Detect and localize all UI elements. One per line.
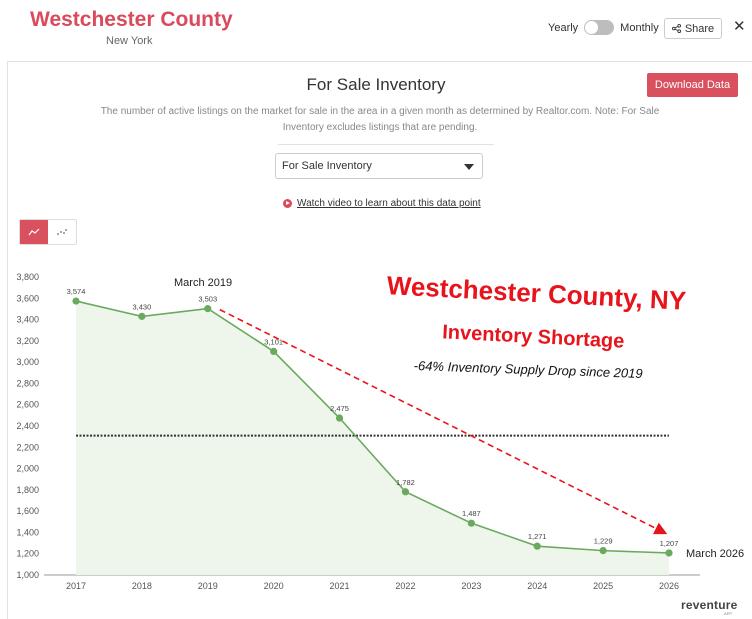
x-tick-label: 2021 [330,581,350,591]
x-tick-label: 2018 [132,581,152,591]
data-point [335,414,344,422]
state-subtitle: New York [106,35,153,47]
y-tick-label: 1,800 [16,485,39,495]
toggle-knob [585,21,599,34]
y-tick-label: 3,200 [16,336,39,346]
line-chart-icon [28,228,40,236]
line-view-button[interactable] [20,220,48,244]
data-label: 3,101 [264,337,283,346]
data-point [599,547,607,555]
y-tick-label: 2,800 [16,378,39,388]
data-label: 1,782 [396,478,415,487]
data-label: 1,229 [594,537,613,546]
scatter-view-button[interactable] [48,220,76,244]
x-tick-label: 2025 [593,581,613,591]
y-tick-label: 3,000 [16,357,39,367]
chart-view-toggle [19,219,77,245]
chart-description: The number of active listings on the mar… [100,106,660,133]
data-label: 3,574 [67,287,86,296]
video-link[interactable]: Watch video to learn about this data poi… [283,198,481,209]
x-tick-label: 2019 [198,581,218,591]
x-tick-label: 2026 [659,581,679,591]
x-tick-label: 2017 [66,581,86,591]
metric-select[interactable]: For Sale Inventory [275,153,483,179]
data-label: 1,207 [660,539,679,548]
y-tick-label: 1,600 [16,506,39,516]
reventure-logo: reventure [681,598,738,612]
y-tick-label: 1,000 [16,570,39,580]
metric-select-value: For Sale Inventory [282,160,372,172]
data-point [665,549,673,557]
data-label: 2,475 [330,404,349,413]
x-tick-label: 2022 [395,581,415,591]
y-tick-label: 1,400 [16,527,39,537]
x-tick-label: 2020 [264,581,284,591]
data-point [270,347,278,355]
data-point [138,312,146,320]
y-tick-label: 3,800 [16,272,39,282]
data-point [72,297,80,305]
share-button[interactable]: Share [664,18,722,39]
play-icon [283,199,292,208]
data-point [467,519,475,527]
chevron-down-icon [464,164,474,170]
close-icon[interactable]: ✕ [733,18,746,35]
x-tick-label: 2024 [527,581,547,591]
note-annotation: -64% Inventory Supply Drop since 2019 [413,358,642,381]
y-tick-label: 3,400 [16,315,39,325]
subheadline-annotation: Inventory Shortage [442,321,625,353]
data-point [401,488,410,496]
inventory-area-fill [76,301,669,575]
y-tick-label: 2,000 [16,464,39,474]
monthly-label: Monthly [620,21,659,34]
page-header: Westchester County New York Yearly Month… [0,0,752,60]
download-data-button[interactable]: Download Data [647,73,738,97]
yearly-label: Yearly [548,21,579,34]
data-label: 1,487 [462,509,481,518]
trend-arrow [219,308,668,535]
start-annotation: March 2019 [174,277,232,289]
chart-panel [7,61,752,619]
scatter-chart-icon [57,229,67,235]
y-tick-label: 2,600 [16,400,39,410]
reventure-logo-sub: APP [724,611,733,616]
description-divider [278,144,494,145]
y-tick-label: 1,200 [16,549,39,559]
data-label: 3,503 [198,295,217,304]
share-icon [671,24,681,33]
data-label: 3,430 [132,302,151,311]
y-tick-label: 2,400 [16,421,39,431]
chart-title: For Sale Inventory [306,75,446,94]
inventory-line [75,300,670,554]
end-annotation: March 2026 [686,548,744,560]
data-points: 3,574 3,430 3,503 3,101 2,475 1,782 1,487 1,271… [67,287,679,557]
county-title: Westchester County [30,8,233,31]
data-point [204,305,212,313]
data-label: 1,271 [528,532,547,541]
x-axis: 2017 2018 2019 2020 2021 2022 2023 2024 2025 2026 [66,581,679,591]
share-label: Share [684,22,715,35]
video-link-text: Watch video to learn about this data poi… [297,198,481,209]
x-tick-label: 2023 [461,581,481,591]
data-point [533,542,541,550]
frequency-toggle-group: Yearly Monthly [548,20,659,35]
frequency-toggle[interactable] [584,20,615,35]
y-tick-label: 2,200 [16,442,39,452]
headline-annotation: Westchester County, NY [386,270,687,316]
y-tick-label: 3,600 [16,293,39,303]
